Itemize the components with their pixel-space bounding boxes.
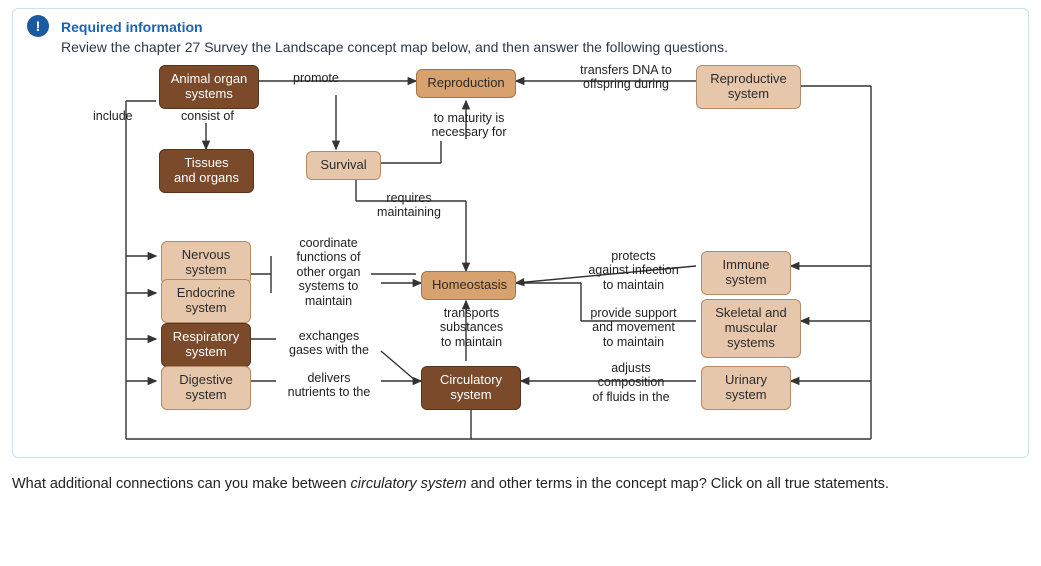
node-reproduction: Reproduction [416, 69, 516, 98]
label-provide: provide supportand movementto maintain [576, 306, 691, 349]
node-reproductive-system: Reproductivesystem [696, 65, 801, 109]
node-circulatory-system: Circulatorysystem [421, 366, 521, 410]
node-animal-organ-systems: Animal organsystems [159, 65, 259, 109]
node-tissues-organs: Tissuesand organs [159, 149, 254, 193]
label-transfers: transfers DNA tooffspring during [561, 63, 691, 92]
question-post: and other terms in the concept map? Clic… [467, 476, 889, 492]
label-delivers: deliversnutrients to the [279, 371, 379, 400]
alert-icon: ! [27, 15, 49, 37]
label-coordinate: coordinatefunctions ofother organsystems… [281, 236, 376, 308]
required-title: Required information [61, 19, 1012, 35]
node-respiratory-system: Respiratorysystem [161, 323, 251, 367]
question-text: What additional connections can you make… [12, 476, 1029, 492]
label-transports: transportssubstancesto maintain [429, 306, 514, 349]
label-include: include [93, 109, 133, 123]
label-exchanges: exchangesgases with the [279, 329, 379, 358]
label-adjusts: adjustscompositionof fluids in the [581, 361, 681, 404]
node-urinary-system: Urinarysystem [701, 366, 791, 410]
instructions: Review the chapter 27 Survey the Landsca… [61, 39, 1012, 55]
label-to-maturity: to maturity isnecessary for [419, 111, 519, 140]
node-endocrine-system: Endocrinesystem [161, 279, 251, 323]
question-pre: What additional connections can you make… [12, 476, 351, 492]
node-immune-system: Immunesystem [701, 251, 791, 295]
label-requires: requiresmaintaining [369, 191, 449, 220]
node-survival: Survival [306, 151, 381, 180]
label-promote: promote [293, 71, 339, 85]
concept-map: Animal organsystems Reproduction Reprodu… [81, 61, 901, 441]
label-consist-of: consist of [181, 109, 234, 123]
node-homeostasis: Homeostasis [421, 271, 516, 300]
question-em: circulatory system [351, 476, 467, 492]
info-card: ! Required information Review the chapte… [12, 8, 1029, 458]
node-digestive-system: Digestivesystem [161, 366, 251, 410]
node-skeletal-muscular: Skeletal andmuscularsystems [701, 299, 801, 358]
label-protects: protectsagainst infectionto maintain [576, 249, 691, 292]
